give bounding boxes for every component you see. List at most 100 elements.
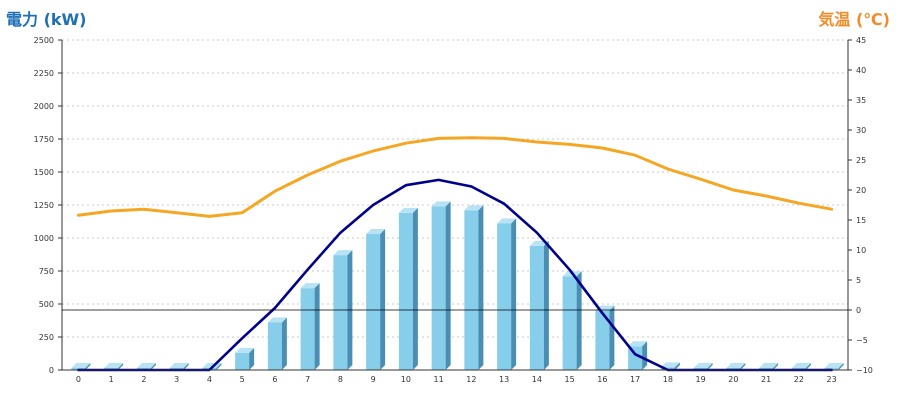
x-tick-label: 23 <box>827 375 837 384</box>
bar <box>366 229 386 370</box>
bar-front <box>529 245 544 370</box>
right-axis-title: 気温 (℃) <box>818 10 890 29</box>
x-tick-label: 15 <box>565 375 575 384</box>
bar <box>431 201 451 370</box>
bar-front <box>235 352 250 370</box>
right-tick-label: 35 <box>856 96 866 105</box>
bar <box>497 218 517 370</box>
left-tick-label: 1000 <box>34 234 54 243</box>
bar-front <box>431 206 446 370</box>
right-tick-label: 40 <box>856 66 866 75</box>
x-tick-label: 1 <box>109 375 114 384</box>
bar-series <box>71 201 844 370</box>
bar-top <box>235 347 255 353</box>
bar <box>595 305 615 370</box>
x-tick-label: 7 <box>305 375 310 384</box>
x-tick-label: 13 <box>499 375 509 384</box>
bar-side <box>478 205 484 370</box>
bar-side <box>805 363 811 370</box>
left-tick-label: 1500 <box>34 168 54 177</box>
x-tick-label: 16 <box>597 375 607 384</box>
x-tick-label: 18 <box>663 375 673 384</box>
right-tick-label: 20 <box>856 186 866 195</box>
bar-top <box>398 207 418 213</box>
bar-side <box>838 363 844 370</box>
x-tick-label: 2 <box>141 375 146 384</box>
x-tick-label: 14 <box>532 375 542 384</box>
bar-top <box>366 229 386 235</box>
bar-side <box>380 229 386 370</box>
right-tick-label: 15 <box>856 216 866 225</box>
bar <box>628 341 648 370</box>
left-tick-label: 500 <box>39 300 54 309</box>
bar-front <box>398 212 413 370</box>
grid-lines <box>62 39 848 338</box>
left-tick-label: 750 <box>39 267 54 276</box>
bar-top <box>333 250 353 256</box>
bar-front <box>464 210 479 370</box>
bar-top <box>660 362 680 368</box>
bar-side <box>183 363 189 370</box>
bar-side <box>412 207 418 370</box>
right-tick-label: 30 <box>856 126 866 135</box>
bar-side <box>707 363 713 370</box>
x-tick-label: 3 <box>174 375 179 384</box>
bar-front <box>267 322 282 370</box>
x-tick-label: 10 <box>401 375 411 384</box>
bar-top <box>300 283 320 289</box>
bar-front <box>300 288 315 370</box>
power-line <box>77 178 833 372</box>
left-tick-label: 2000 <box>34 102 54 111</box>
bar-side <box>576 271 582 370</box>
bar-side <box>642 341 648 370</box>
left-tick-label: 250 <box>39 333 54 342</box>
bar-top <box>431 201 451 207</box>
bar <box>235 347 255 370</box>
bar-top <box>104 363 124 368</box>
x-tick-label: 21 <box>761 375 771 384</box>
bar-front <box>595 310 610 370</box>
right-tick-label: 5 <box>856 276 861 285</box>
bar-side <box>216 363 222 370</box>
bar-top <box>824 363 844 368</box>
bar-side <box>740 363 746 370</box>
bar-top <box>464 205 484 211</box>
bar-top <box>791 363 811 368</box>
bar-front <box>333 255 348 370</box>
right-tick-label: 0 <box>856 306 861 315</box>
line-series <box>76 136 834 372</box>
bar-side <box>543 240 549 370</box>
bar-front <box>562 276 577 370</box>
x-tick-label: 17 <box>630 375 640 384</box>
bar-side <box>249 347 255 370</box>
x-tick-label: 12 <box>466 375 476 384</box>
bar-top <box>169 363 189 368</box>
bar-side <box>118 363 124 370</box>
x-tick-label: 9 <box>371 375 376 384</box>
axes <box>58 39 852 371</box>
right-tick-label: 10 <box>856 246 866 255</box>
bar-front <box>497 223 512 370</box>
bar-side <box>314 283 320 370</box>
bar-side <box>445 201 451 370</box>
left-tick-label: 2500 <box>34 36 54 45</box>
left-axis-title: 電力 (kW) <box>6 10 87 29</box>
bar <box>398 207 418 370</box>
bar-top <box>693 363 713 368</box>
bar-top <box>726 363 746 368</box>
bar <box>529 240 549 370</box>
bar-top <box>759 363 779 368</box>
x-tick-label: 11 <box>434 375 444 384</box>
left-tick-label: 1750 <box>34 135 54 144</box>
bar-side <box>674 362 680 370</box>
tick-labels: 02505007501000125015001750200022502500−1… <box>34 36 873 384</box>
bar-side <box>511 218 517 370</box>
x-tick-label: 0 <box>76 375 81 384</box>
right-tick-label: 25 <box>856 156 866 165</box>
bar-side <box>281 317 287 370</box>
bar-top <box>71 363 91 368</box>
left-tick-label: 1250 <box>34 201 54 210</box>
bar-top <box>267 317 287 323</box>
bar-side <box>773 363 779 370</box>
